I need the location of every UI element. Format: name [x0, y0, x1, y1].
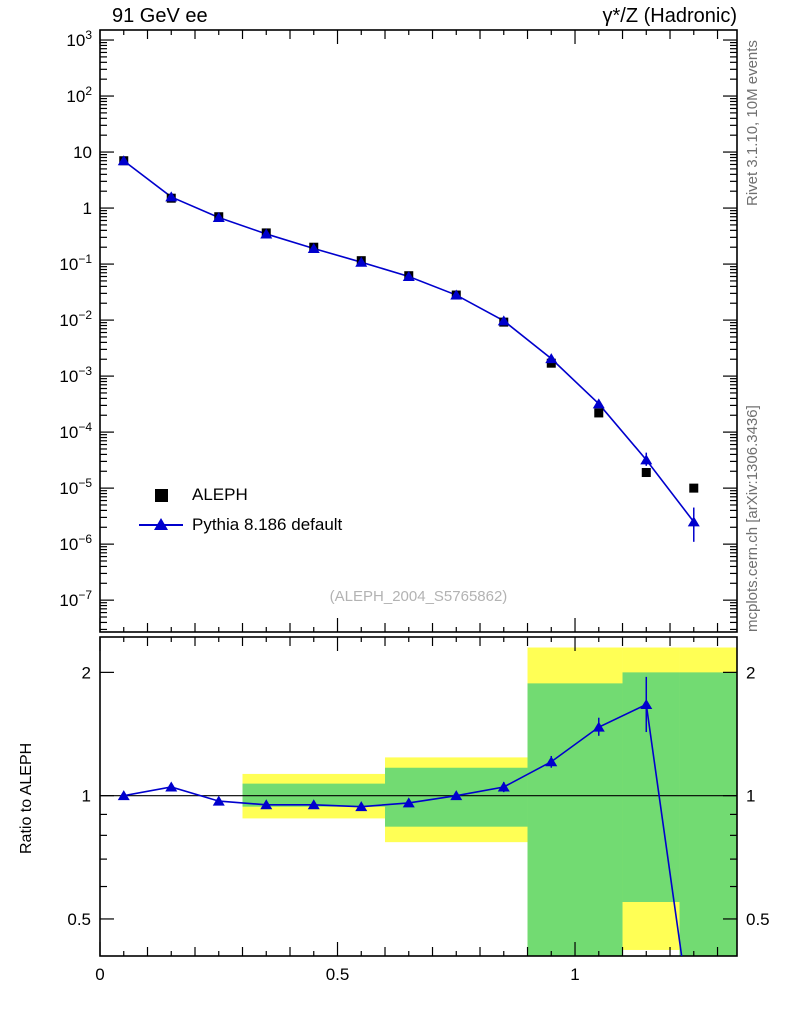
mc-point-triangle [212, 211, 225, 222]
main-panel-data [117, 155, 700, 542]
mc-point-triangle [545, 353, 558, 364]
ratio-point-triangle [497, 781, 510, 792]
ratio-point-triangle [307, 799, 320, 810]
data-point-square [641, 468, 651, 478]
y-tick-label: 10−1 [59, 252, 92, 274]
ratio-point-triangle [450, 790, 463, 801]
mc-point-triangle [117, 155, 130, 166]
ratio-y-tick-label-right: 1 [746, 787, 755, 806]
mc-point-triangle [402, 271, 415, 282]
y-tick-label: 10−3 [59, 364, 92, 386]
ratio-y-tick-label-right: 0.5 [746, 910, 770, 929]
ratio-axis-label: Ratio to ALEPH [18, 742, 35, 854]
mc-triangle-line-icon [138, 518, 184, 531]
ratio-y-tick-label: 1 [82, 787, 91, 806]
rivet-version-note: Rivet 3.1.10, 10M events [744, 40, 761, 206]
legend-label-mc: Pythia 8.186 default [192, 515, 343, 534]
ratio-point-triangle [640, 698, 653, 709]
mcplots-arxiv-note: mcplots.cern.ch [arXiv:1306.3436] [744, 405, 761, 632]
mc-point-triangle [260, 228, 273, 239]
beam-energy-title: 91 GeV ee [112, 5, 208, 27]
ratio-point-triangle [165, 781, 178, 792]
mc-point-triangle [640, 454, 653, 465]
mc-point-triangle [307, 242, 320, 253]
mc-point-triangle [165, 191, 178, 202]
ratio-panel-frame [99, 636, 738, 957]
x-tick-label: 0 [95, 965, 104, 984]
green-band [679, 672, 737, 956]
analysis-id-watermark: (ALEPH_2004_S5765862) [329, 588, 508, 605]
y-tick-label: 10−6 [59, 532, 92, 554]
mc-point-triangle [355, 256, 368, 267]
green-band [622, 672, 680, 903]
ratio-point-triangle [592, 721, 605, 732]
ratio-point-triangle [355, 801, 368, 812]
mc-point-triangle [450, 289, 463, 300]
mc-point-triangle [687, 516, 700, 527]
data-point-square [594, 408, 604, 418]
ratio-point-triangle [402, 797, 415, 808]
mc-line [123, 160, 695, 523]
ratio-y-tick-label: 0.5 [67, 910, 91, 929]
y-tick-label: 10−4 [59, 420, 92, 442]
mc-point-triangle [497, 315, 510, 326]
legend-item-mc: Pythia 8.186 default [138, 510, 342, 540]
data-square-icon [138, 488, 184, 502]
process-title: γ*/Z (Hadronic) [602, 5, 737, 27]
data-point-square [689, 483, 699, 493]
ratio-panel-data [117, 676, 683, 956]
y-tick-label: 10 [73, 143, 92, 162]
data-point-square [546, 358, 556, 368]
mc-point-triangle [592, 398, 605, 409]
y-tick-label: 10−2 [59, 308, 92, 330]
ratio-point-triangle [260, 799, 273, 810]
ratio-y-tick-label: 2 [82, 663, 91, 682]
ratio-point-triangle [117, 790, 130, 801]
ratio-point-triangle [212, 795, 225, 806]
ratio-y-tick-label-right: 2 [746, 663, 755, 682]
y-tick-label: 10−5 [59, 476, 92, 498]
x-tick-label: 0.5 [326, 965, 350, 984]
x-tick-label: 1 [570, 965, 579, 984]
green-band [527, 683, 623, 956]
legend-label-data: ALEPH [192, 485, 248, 504]
y-tick-label: 10−7 [59, 588, 92, 610]
legend: ALEPH Pythia 8.186 default [138, 480, 342, 540]
legend-item-data: ALEPH [138, 480, 342, 510]
y-tick-label: 102 [66, 84, 92, 106]
axis-ticks [99, 30, 737, 956]
main-panel-frame [99, 29, 738, 633]
ratio-point-triangle [545, 756, 558, 767]
y-tick-label: 1 [83, 199, 92, 218]
y-tick-label: 103 [66, 28, 92, 50]
